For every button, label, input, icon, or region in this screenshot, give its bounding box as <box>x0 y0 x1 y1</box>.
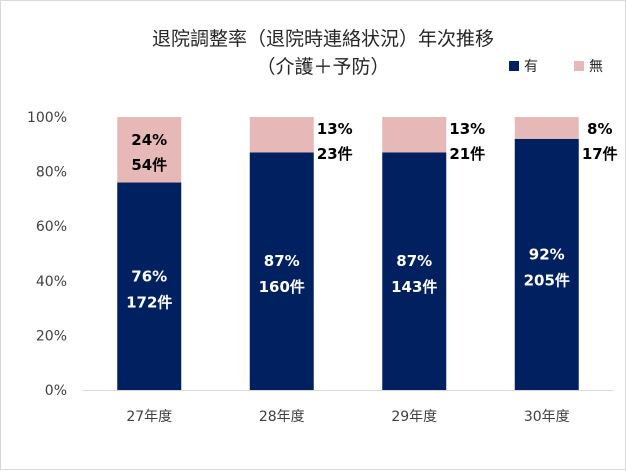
bars: 76% 172件 24% 54件 87% 160件 13% 23件 87% 143件 13% 21件 9… <box>117 117 618 390</box>
data-label-no-count: 21件 <box>449 145 485 163</box>
x-axis: 27年度 28年度 29年度 30年度 <box>83 390 613 425</box>
y-tick-label: 80% <box>36 165 67 181</box>
data-label-no-pct: 13% <box>317 120 353 138</box>
y-tick-label: 40% <box>36 274 67 290</box>
bar-segment-yes <box>249 152 314 390</box>
y-tick-label: 0% <box>45 383 67 399</box>
data-label-yes-count: 160件 <box>259 278 305 296</box>
bar-segment-yes <box>382 152 447 390</box>
data-label-yes-pct: 87% <box>264 252 300 270</box>
y-axis: 0% 20% 40% 60% 80% 100% <box>27 110 67 399</box>
bar-segment-no <box>514 117 579 139</box>
chart-subtitle: （介護＋予防） <box>256 56 389 78</box>
data-label-no-count: 23件 <box>317 145 353 163</box>
bar-segment-yes <box>117 182 182 390</box>
legend-label-yes: 有 <box>524 59 538 75</box>
legend-swatch-yes <box>509 61 519 71</box>
legend-label-no: 無 <box>589 59 603 75</box>
chart-title: 退院調整率（退院時連絡状況）年次推移 <box>152 28 494 50</box>
x-tick-label: 28年度 <box>259 409 305 425</box>
x-tick-label: 29年度 <box>391 409 437 425</box>
data-label-yes-pct: 76% <box>131 267 167 285</box>
data-label-no-pct: 13% <box>449 120 485 138</box>
bar-segment-no <box>249 117 314 153</box>
bar-segment-yes <box>514 138 579 390</box>
data-label-yes-count: 143件 <box>391 278 437 296</box>
y-tick-label: 100% <box>27 110 67 126</box>
y-tick-label: 60% <box>36 219 67 235</box>
data-label-no-pct: 24% <box>131 131 167 149</box>
data-label-yes-pct: 92% <box>529 245 565 263</box>
data-label-yes-count: 172件 <box>126 293 172 311</box>
data-label-no-count: 54件 <box>131 156 167 174</box>
data-label-no-count: 17件 <box>582 145 618 163</box>
bar-segment-no <box>117 117 182 183</box>
legend: 有 無 <box>509 59 603 75</box>
bar-segment-no <box>382 117 447 153</box>
x-tick-label: 27年度 <box>126 409 172 425</box>
data-label-yes-count: 205件 <box>524 271 570 289</box>
x-tick-label: 30年度 <box>524 409 570 425</box>
y-tick-label: 20% <box>36 328 67 344</box>
legend-swatch-no <box>574 61 584 71</box>
data-label-no-pct: 8% <box>587 120 612 138</box>
data-label-yes-pct: 87% <box>396 252 432 270</box>
